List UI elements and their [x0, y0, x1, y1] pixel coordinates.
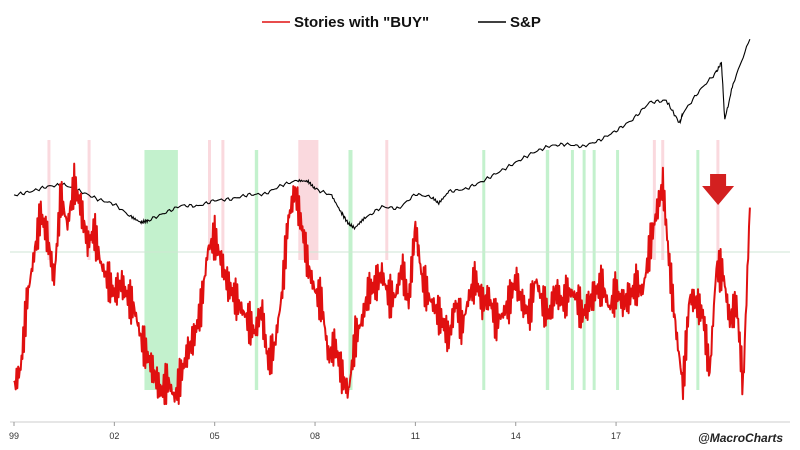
- x-tick-label-4: 11: [411, 431, 420, 441]
- green-band-9: [696, 150, 700, 390]
- pink-band-1: [87, 140, 91, 260]
- x-tick-label-0: 99: [9, 431, 19, 441]
- green-band-8: [616, 150, 620, 390]
- x-tick-label-2: 05: [210, 431, 220, 441]
- pink-band-4: [298, 140, 319, 260]
- arrow-head: [702, 186, 735, 205]
- x-tick-label-1: 02: [109, 431, 119, 441]
- x-tick-label-5: 14: [511, 431, 521, 441]
- green-band-4: [545, 150, 550, 390]
- sp-series: [13, 38, 751, 231]
- x-axis-ticks: 99 02 05 08 11 14 17: [9, 422, 621, 441]
- pink-band-2: [208, 140, 211, 260]
- buy-line: [13, 162, 751, 406]
- legend: Stories with "BUY" S&P: [262, 14, 541, 31]
- sp-line: [13, 38, 751, 231]
- legend-sp-label: S&P: [510, 14, 541, 31]
- arrow-shaft: [710, 174, 727, 188]
- green-band-5: [570, 150, 574, 390]
- credit-label: @MacroCharts: [698, 431, 783, 445]
- pink-band-6: [652, 140, 656, 260]
- pink-band-5: [385, 140, 389, 260]
- green-band-0: [144, 150, 178, 390]
- legend-buy-label: Stories with "BUY": [294, 14, 429, 31]
- down-arrow-icon: [702, 174, 735, 205]
- green-band-2: [348, 150, 353, 390]
- buy-series: [13, 162, 751, 406]
- pink-band-0: [47, 140, 51, 260]
- x-tick-label-3: 08: [310, 431, 320, 441]
- green-band-6: [582, 150, 586, 390]
- green-band-1: [254, 150, 259, 390]
- green-band-3: [482, 150, 486, 390]
- green-band-7: [592, 150, 596, 390]
- x-tick-label-6: 17: [611, 431, 621, 441]
